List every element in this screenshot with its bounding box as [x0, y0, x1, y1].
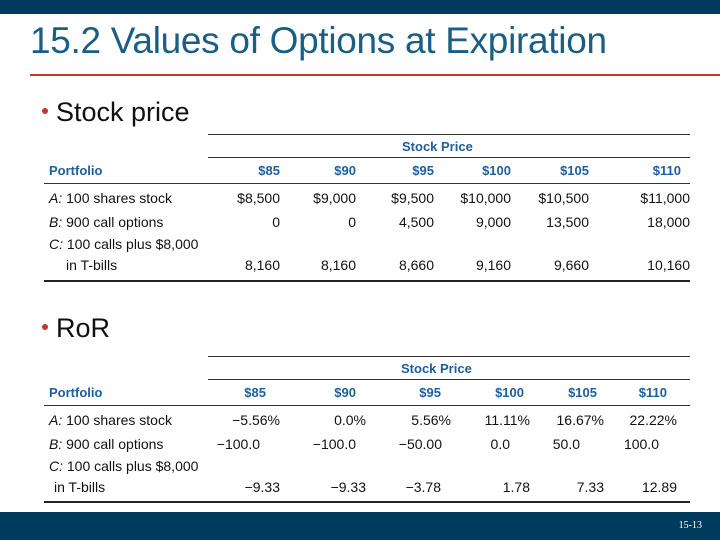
table-cell: 16.67% [556, 412, 604, 428]
table-cell: −9.33 [330, 479, 366, 495]
price-header: $105 [568, 385, 597, 400]
bullet-text: RoR [56, 313, 111, 343]
table-cell: 8,660 [398, 257, 434, 273]
group-header: Stock Price [402, 139, 473, 154]
row-label-continued: in T-bills [54, 479, 106, 495]
table-bottom-rule [44, 280, 690, 282]
slide-title: 15.2 Values of Options at Expiration [30, 20, 607, 61]
table-cell: −9.33 [244, 479, 280, 495]
table-cell: 9,660 [553, 257, 589, 273]
table-cell: 0.0% [334, 412, 366, 428]
price-header: $95 [412, 163, 434, 178]
table-cell: $11,000 [640, 190, 690, 206]
table-cell: 22.22% [629, 412, 677, 428]
table-cell: 4,500 [398, 214, 434, 230]
table-cell: 7.33 [576, 479, 604, 495]
row-label: B: 900 call options [49, 214, 164, 230]
top-bar [0, 0, 720, 14]
table-cell: 1.78 [502, 479, 530, 495]
table-cell: $8,500 [237, 190, 280, 206]
table-cell: $10,500 [538, 190, 589, 206]
table-rule [208, 134, 690, 135]
table-bottom-rule [44, 501, 690, 503]
table-cell: 0 [272, 214, 280, 230]
price-header: $100 [482, 163, 511, 178]
bullet-stock-price: Stock price [42, 97, 190, 128]
table-cell: 18,000 [647, 214, 690, 230]
table-cell: 11.11% [484, 412, 530, 428]
row-label: C: 100 calls plus $8,000 [49, 458, 199, 474]
price-header: $95 [419, 385, 441, 400]
row-label: A: 100 shares stock [49, 412, 172, 428]
table-cell: −50.00 [398, 436, 442, 452]
price-header: $85 [244, 385, 266, 400]
table-cell: −100.0 [312, 436, 356, 452]
table-cell: −100.0 [216, 436, 260, 452]
table-cell: 9,160 [475, 257, 511, 273]
table-cell: 8,160 [244, 257, 280, 273]
price-header: $110 [638, 385, 667, 400]
bullet-ror: RoR [42, 313, 110, 344]
title-divider [30, 74, 720, 76]
table-cell: 13,500 [546, 214, 589, 230]
table-cell: $9,000 [313, 190, 356, 206]
table-cell: 100.0 [623, 436, 659, 452]
table-cell: $9,500 [391, 190, 434, 206]
page-number: 15-13 [678, 520, 702, 531]
price-header: $105 [560, 163, 589, 178]
table-rule [208, 157, 690, 158]
table-cell: $10,000 [460, 190, 511, 206]
table-cell: 0.0 [490, 436, 510, 452]
table-rule [208, 379, 690, 380]
table-cell: 0 [348, 214, 356, 230]
row-label: C: 100 calls plus $8,000 [49, 236, 199, 252]
bullet-dot-icon [42, 323, 48, 330]
table-rule [44, 183, 690, 184]
table-rule [208, 356, 690, 357]
price-header: $90 [334, 385, 356, 400]
bottom-bar: 15-13 [0, 512, 720, 540]
table-cell: 8,160 [320, 257, 356, 273]
portfolio-header: Portfolio [49, 385, 103, 400]
table-cell: −5.56% [232, 412, 280, 428]
row-label: A: 100 shares stock [49, 190, 172, 206]
row-label-continued: in T-bills [66, 257, 118, 273]
table-cell: 12.89 [641, 479, 677, 495]
table-cell: 9,000 [475, 214, 511, 230]
table-rule [44, 405, 690, 406]
bullet-text: Stock price [56, 97, 190, 127]
table-cell: −3.78 [405, 479, 441, 495]
table-cell: 5.56% [411, 412, 451, 428]
bullet-dot-icon [42, 107, 48, 114]
price-header: $90 [334, 163, 356, 178]
table-cell: 10,160 [647, 257, 690, 273]
portfolio-header: Portfolio [49, 163, 103, 178]
price-header: $110 [652, 163, 681, 178]
price-header: $85 [258, 163, 280, 178]
table-cell: 50.0 [552, 436, 580, 452]
price-header: $100 [495, 385, 524, 400]
row-label: B: 900 call options [49, 436, 164, 452]
group-header: Stock Price [401, 361, 472, 376]
